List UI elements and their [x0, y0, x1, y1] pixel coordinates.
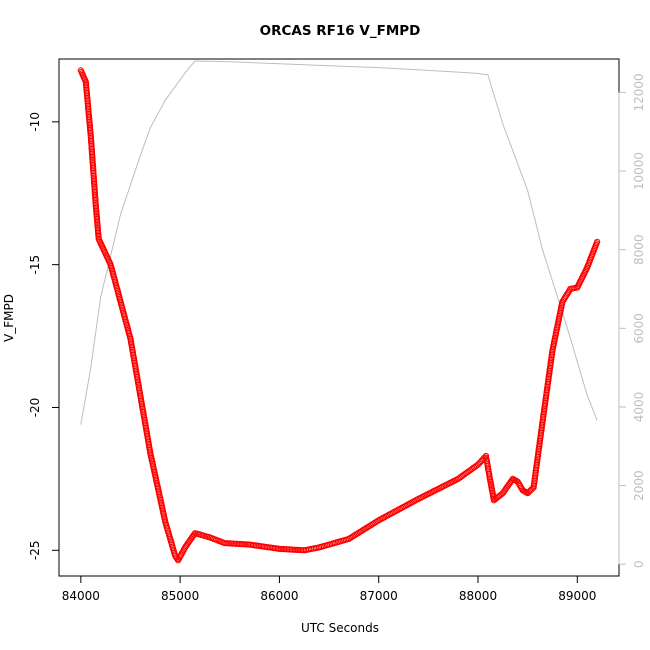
chart-title: ORCAS RF16 V_FMPD — [260, 23, 421, 39]
altitude-series-layer — [80, 60, 598, 425]
y2-tick-label: 0 — [632, 560, 646, 568]
y-tick-label: -10 — [28, 112, 42, 132]
x-tick-label: 87000 — [360, 589, 398, 603]
y-tick-label: -20 — [28, 398, 42, 418]
y-tick-label: -25 — [28, 540, 42, 560]
x-tick-label: 88000 — [459, 589, 497, 603]
y-axis-label: V_FMPD — [2, 294, 16, 342]
x-tick-label: 86000 — [260, 589, 298, 603]
x-axis-label: UTC Seconds — [301, 621, 379, 635]
y-axis-left: -25 -20 -15 -10 — [28, 112, 60, 560]
y2-tick-label: 6000 — [632, 313, 646, 344]
x-axis: 84000 85000 86000 87000 88000 89000 — [62, 575, 596, 603]
x-tick-label: 89000 — [558, 589, 596, 603]
altitude-line — [80, 60, 598, 425]
y2-tick-label: 12000 — [632, 73, 646, 111]
v-fmpd-points-layer — [77, 67, 601, 564]
data-point — [594, 238, 601, 245]
x-tick-label: 85000 — [161, 589, 199, 603]
y2-tick-label: 8000 — [632, 234, 646, 265]
x-tick-label: 84000 — [62, 589, 100, 603]
y2-tick-label: 2000 — [632, 470, 646, 501]
y-tick-label: -15 — [28, 255, 42, 275]
y2-tick-label: 4000 — [632, 392, 646, 423]
y2-tick-label: 10000 — [632, 152, 646, 190]
plot-frame — [58, 58, 620, 577]
y-axis-right: 0 2000 4000 6000 8000 10000 12000 — [618, 73, 646, 568]
